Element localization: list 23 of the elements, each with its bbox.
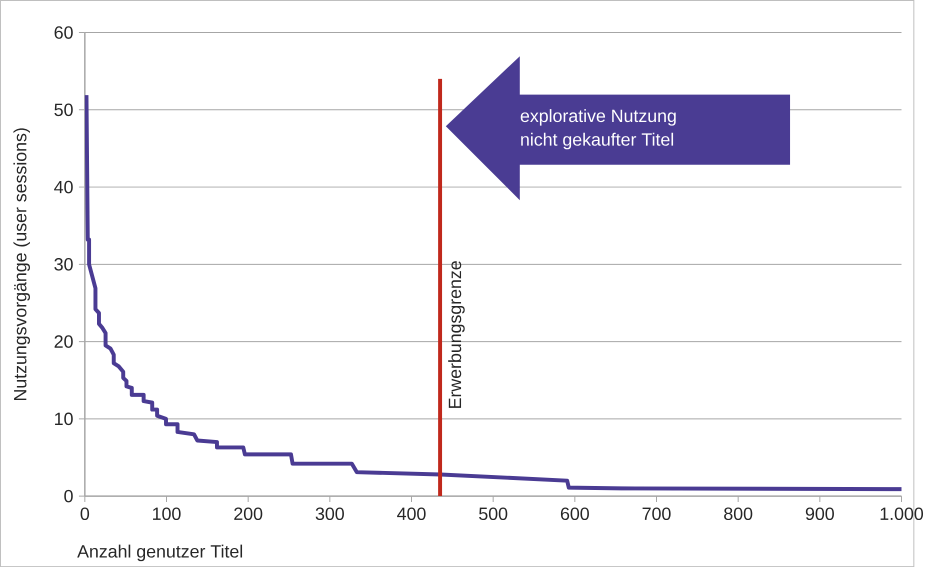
- x-tick-label: 700: [642, 507, 671, 520]
- y-tick-label: 60: [54, 26, 73, 39]
- x-tick-label: 0: [80, 507, 90, 520]
- annotation: explorative Nutzung nicht gekaufter Titel: [520, 109, 676, 150]
- y-tick-label: 40: [54, 180, 73, 194]
- x-tick-label: 600: [560, 507, 589, 520]
- x-tick-label: 500: [479, 507, 508, 520]
- x-tick-label: 300: [316, 507, 344, 520]
- x-tick-label: 400: [397, 507, 426, 520]
- x-tick-label: 200: [234, 507, 262, 520]
- y-tick-label: 10: [55, 412, 73, 426]
- x-tick-label: 100: [153, 507, 181, 520]
- y-tick-label: 50: [54, 103, 73, 116]
- line-series: [84, 93, 902, 492]
- y-axis-title: Nutzungsvorgänge (user sessions): [13, 128, 30, 400]
- x-tick-label: 800: [724, 507, 752, 520]
- ref-line-label: Erwerbungsgrenze: [448, 261, 465, 408]
- y-tick-label: 0: [64, 490, 73, 502]
- x-tick-label: 900: [806, 507, 834, 520]
- x-tick-label: 1.000: [880, 507, 924, 520]
- y-tick-label: 30: [54, 258, 73, 271]
- x-axis-title: Anzahl genutzer Titel: [77, 544, 242, 562]
- y-tick-label: 20: [54, 335, 73, 348]
